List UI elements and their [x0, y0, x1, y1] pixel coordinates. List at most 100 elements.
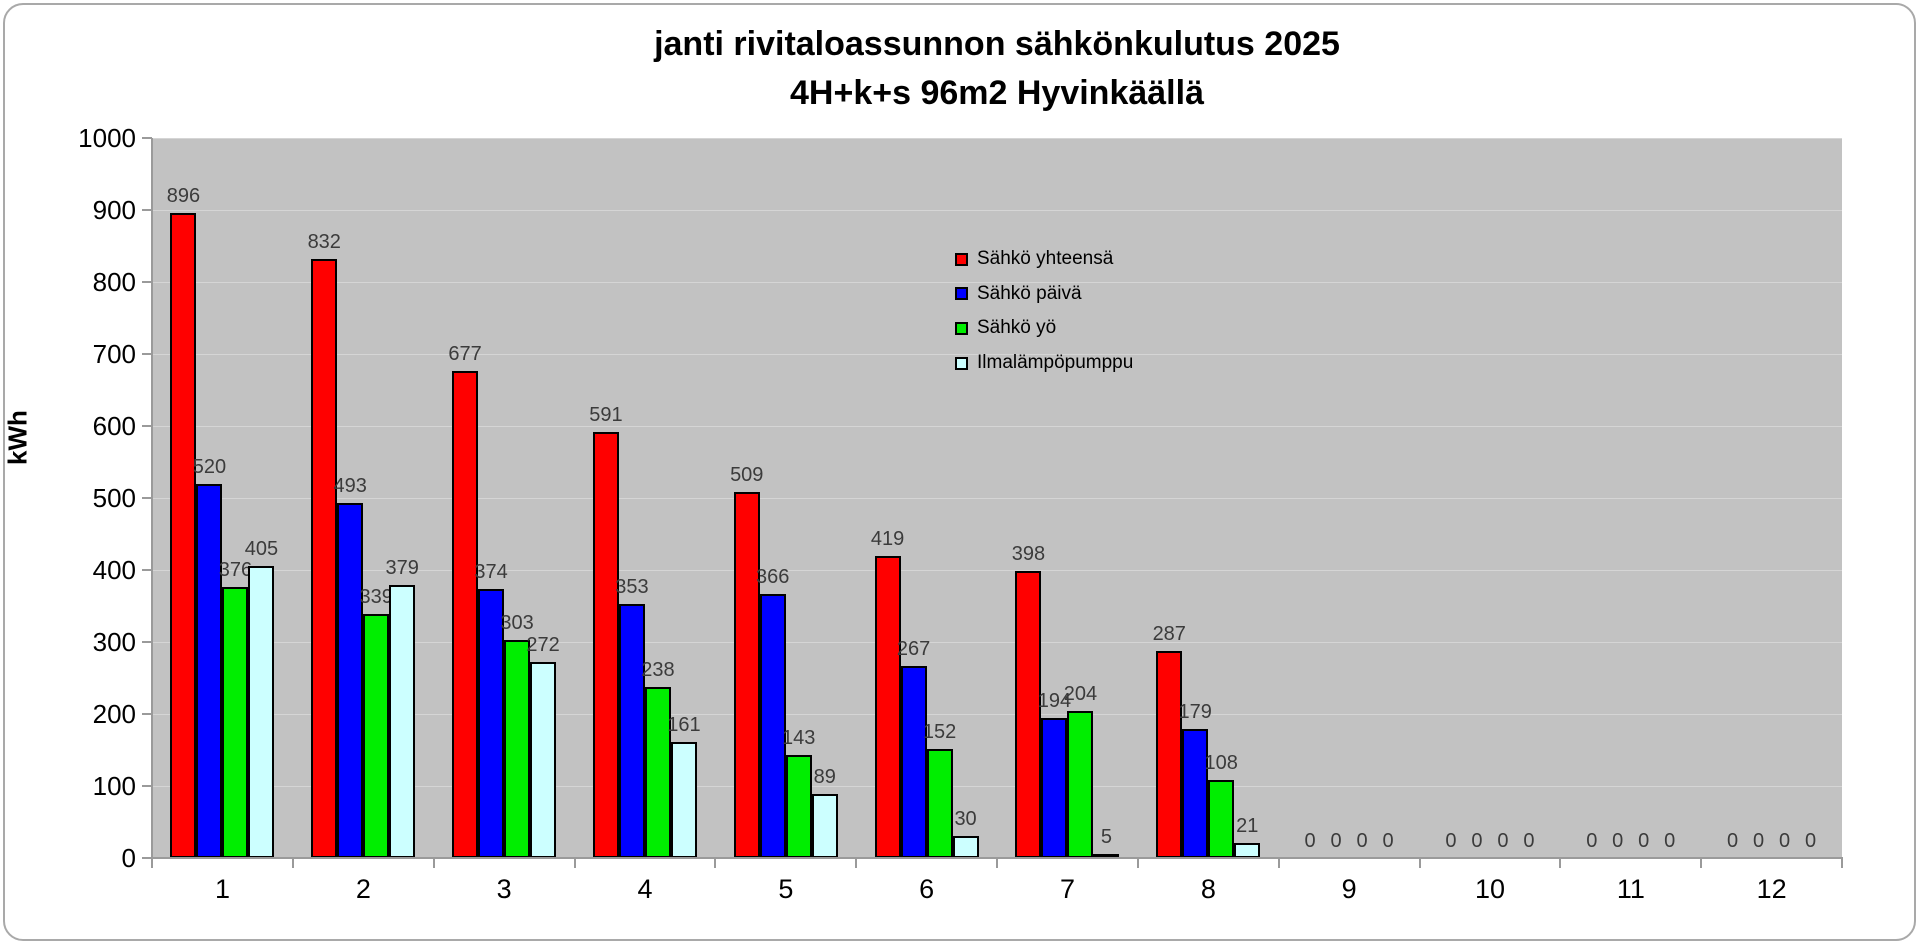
x-axis-tick-0	[151, 859, 153, 868]
bar-value-label-sahko-paiva-month-5: 366	[756, 566, 790, 589]
legend-item-sahko-yhteensa: Sähkö yhteensä	[955, 242, 1133, 277]
x-axis-tick-12	[1841, 859, 1843, 868]
bar-sahko-yhteensa-month-6	[874, 556, 901, 858]
bar-value-label-sahko-yhteensa-month-8: 287	[1152, 623, 1186, 646]
bar-value-label-sahko-yhteensa-month-12: 0	[1727, 830, 1739, 852]
x-axis-tick-3	[573, 859, 576, 868]
legend-item-ilmalampopumppu: Ilmalämpöpumppu	[955, 346, 1133, 381]
x-axis-category-label-9: 9	[1341, 874, 1357, 904]
bar-value-label-sahko-yo-month-4: 238	[641, 658, 675, 681]
x-axis-category-label-8: 8	[1200, 874, 1216, 904]
y-axis-tick-label-600: 600	[92, 411, 136, 441]
bar-value-label-ilmalampopumppu-month-12: 0	[1805, 830, 1817, 852]
bar-value-label-sahko-yo-month-1: 376	[218, 559, 253, 582]
bar-value-label-sahko-paiva-month-9: 0	[1330, 830, 1342, 852]
bar-value-label-sahko-paiva-month-4: 353	[615, 575, 649, 598]
bar-value-label-sahko-yhteensa-month-3: 677	[448, 342, 482, 365]
legend-label-sahko-yhteensa: Sähkö yhteensä	[977, 248, 1114, 270]
bar-value-label-sahko-yo-month-7: 204	[1063, 683, 1098, 706]
bar-value-label-ilmalampopumppu-month-2: 379	[385, 557, 419, 580]
bar-sahko-paiva-month-4	[618, 603, 645, 858]
bar-value-label-sahko-yhteensa-month-2: 832	[307, 230, 341, 253]
bar-value-label-sahko-paiva-month-8: 179	[1178, 701, 1212, 724]
bar-value-label-sahko-paiva-month-7: 194	[1037, 690, 1072, 713]
y-axis-tick-label-900: 900	[92, 195, 136, 225]
y-axis-tick-0	[142, 857, 152, 859]
y-axis-tick-400	[142, 569, 152, 571]
legend-color-swatch-sahko-yhteensa	[955, 252, 968, 266]
bar-value-label-ilmalampopumppu-month-11: 0	[1664, 830, 1676, 852]
bar-ilmalampopumppu-month-3	[530, 662, 557, 858]
legend-label-sahko-yo: Sähkö yö	[977, 317, 1057, 339]
x-axis-tick-6	[996, 859, 998, 868]
bar-value-label-sahko-yo-month-11: 0	[1638, 830, 1650, 852]
gridline-300	[152, 642, 1842, 643]
bar-value-label-sahko-yo-month-10: 0	[1497, 830, 1509, 852]
bar-value-label-ilmalampopumppu-month-8: 21	[1236, 814, 1259, 837]
bar-value-label-sahko-paiva-month-12: 0	[1753, 830, 1765, 852]
bar-group-month-3: 677 374 303 272	[434, 138, 575, 858]
legend-item-sahko-paiva: Sähkö päivä	[955, 277, 1133, 312]
bar-sahko-paiva-month-1	[196, 483, 223, 858]
x-axis-category-label-4: 4	[637, 874, 653, 904]
bar-group-month-4: 591 353 238 161	[575, 138, 716, 858]
bar-value-label-ilmalampopumppu-month-6: 30	[954, 808, 977, 831]
bar-value-label-sahko-yo-month-6: 152	[922, 720, 957, 743]
x-axis-tick-9	[1418, 859, 1421, 868]
chart-title-line1: janti rivitaloassunnon sähkönkulutus 202…	[654, 25, 1340, 63]
gridline-100	[152, 786, 1842, 787]
y-axis-tick-1000	[142, 137, 152, 139]
bar-group-month-2: 832 493 339 379	[293, 138, 434, 858]
bar-group-month-7: 398 194 204 5	[997, 138, 1138, 858]
bar-value-label-sahko-yo-month-12: 0	[1779, 830, 1791, 852]
y-axis-tick-500	[142, 497, 152, 499]
gridline-700	[152, 354, 1842, 355]
bar-ilmalampopumppu-month-5	[811, 793, 838, 858]
bar-value-label-sahko-paiva-month-10: 0	[1471, 830, 1483, 852]
bar-sahko-yhteensa-month-7	[1015, 571, 1042, 858]
y-axis-tick-label-1000: 1000	[78, 123, 136, 153]
bar-sahko-yhteensa-month-5	[733, 491, 760, 858]
bar-value-label-sahko-yo-month-5: 143	[782, 727, 816, 750]
bar-value-label-sahko-yhteensa-month-11: 0	[1586, 830, 1598, 852]
bar-value-label-sahko-yhteensa-month-7: 398	[1011, 543, 1046, 566]
legend-item-sahko-yo: Sähkö yö	[955, 311, 1133, 346]
gridline-800	[152, 282, 1842, 283]
bar-sahko-yo-month-4	[644, 686, 671, 858]
bar-sahko-yhteensa-month-1	[170, 212, 197, 858]
bar-sahko-yo-month-6	[926, 748, 953, 858]
y-axis-line	[151, 138, 153, 859]
bar-group-month-8: 287 179 108 21	[1138, 138, 1279, 858]
bar-ilmalampopumppu-month-6	[952, 836, 979, 858]
y-axis-tick-label-300: 300	[92, 627, 136, 657]
x-axis-tick-10	[1559, 859, 1562, 868]
bar-value-label-ilmalampopumppu-month-7: 5	[1100, 826, 1112, 849]
bar-group-month-6: 419 267 152 30	[856, 138, 997, 858]
bar-sahko-yhteensa-month-3	[452, 370, 479, 858]
x-axis-tick-4	[714, 859, 717, 868]
bar-value-label-sahko-yhteensa-month-4: 591	[589, 404, 623, 427]
y-axis-tick-800	[142, 281, 152, 283]
bar-value-label-ilmalampopumppu-month-5: 89	[813, 765, 836, 788]
legend-color-swatch-ilmalampopumppu	[955, 356, 968, 370]
bar-sahko-yo-month-3	[504, 639, 531, 858]
bar-value-label-sahko-yhteensa-month-1: 896	[166, 184, 201, 207]
bar-value-label-sahko-yo-month-9: 0	[1356, 830, 1368, 852]
bar-value-label-sahko-yhteensa-month-9: 0	[1304, 830, 1316, 852]
gridline-400	[152, 570, 1842, 571]
y-axis-tick-label-700: 700	[92, 339, 136, 369]
bar-value-label-ilmalampopumppu-month-3: 272	[526, 634, 560, 657]
bar-value-label-sahko-yo-month-3: 303	[500, 611, 534, 634]
bar-value-label-ilmalampopumppu-month-4: 161	[667, 714, 701, 737]
y-axis-tick-label-0: 0	[121, 843, 136, 873]
bar-value-label-ilmalampopumppu-month-9: 0	[1382, 830, 1394, 852]
x-axis-tick-1	[291, 859, 294, 868]
y-axis-tick-600	[142, 425, 152, 427]
legend-color-swatch-sahko-paiva	[955, 287, 968, 301]
chart-title: janti rivitaloassunnon sähkönkulutus 202…	[152, 20, 1842, 118]
x-axis-tick-7	[1136, 859, 1139, 868]
legend-label-ilmalampopumppu: Ilmalämpöpumppu	[977, 352, 1134, 374]
